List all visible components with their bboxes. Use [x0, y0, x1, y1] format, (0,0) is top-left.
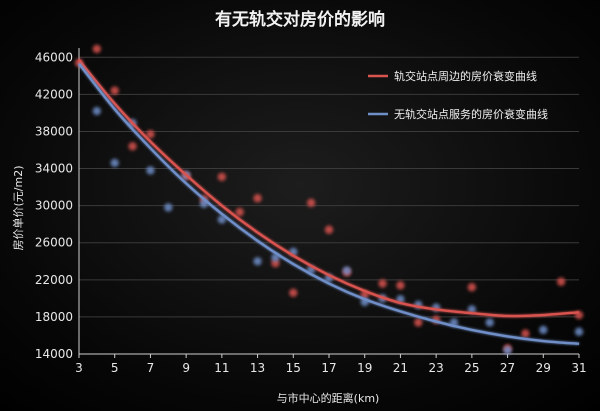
scatter-point-series-2	[342, 266, 352, 275]
scatter-point-series-2	[217, 215, 227, 224]
y-axis-label: 房价单价(元/m2)	[12, 165, 25, 250]
scatter-point-series-2	[146, 166, 155, 175]
y-tick-label: 42000	[35, 87, 73, 101]
scatter-point-series-1	[253, 194, 262, 203]
legend-label-series-2: 无轨交站点服务的房价衰变曲线	[394, 107, 548, 121]
y-tick-label: 30000	[35, 199, 73, 213]
x-tick-label: 27	[500, 361, 515, 375]
scatter-point-series-1	[235, 207, 244, 217]
legend-label-series-1: 轨交站点周边的房价衰变曲线	[394, 69, 537, 83]
x-tick-label: 3	[75, 361, 83, 375]
y-tick-label: 46000	[35, 50, 73, 64]
y-tick-label: 38000	[35, 124, 73, 138]
scatter-point-series-1	[467, 283, 477, 292]
x-axis-label: 与市中心的距离(km)	[277, 391, 380, 405]
x-tick-label: 5	[111, 361, 119, 375]
x-tick-label: 13	[250, 361, 265, 375]
scatter-point-series-1	[396, 281, 405, 290]
scatter-point-series-1	[306, 198, 316, 208]
scatter-point-series-2	[539, 325, 548, 335]
y-tick-label: 18000	[35, 310, 73, 324]
scatter-point-series-1	[217, 172, 227, 182]
x-tick-label: 23	[429, 361, 444, 375]
scatter-point-series-1	[289, 288, 298, 297]
scatter-point-series-1	[324, 225, 334, 234]
scatter-point-series-1	[128, 142, 137, 151]
x-tick-label: 25	[464, 361, 479, 375]
y-tick-label: 22000	[35, 273, 73, 287]
scatter-point-series-1	[110, 86, 119, 95]
scatter-point-series-2	[574, 327, 584, 336]
chart-title: 有无轨交对房价的影响	[215, 9, 385, 30]
x-tick-label: 21	[393, 361, 408, 375]
y-tick-label: 34000	[35, 162, 73, 176]
x-tick-label: 15	[286, 361, 301, 375]
x-tick-label: 11	[214, 361, 229, 375]
scatter-point-series-2	[503, 346, 512, 355]
scatter-point-series-2	[467, 305, 477, 314]
scatter-point-series-1	[414, 318, 423, 327]
y-tick-label: 26000	[35, 236, 73, 250]
scatter-point-series-2	[92, 106, 102, 116]
x-tick-label: 17	[321, 361, 336, 375]
scatter-point-series-1	[146, 130, 155, 139]
axes: 14000 18000 22000 26000 30000 34000 38000 42000…	[35, 48, 587, 375]
x-tick-label: 19	[357, 361, 372, 375]
scatter-point-series-2	[164, 203, 173, 212]
scatter-point-series-1	[378, 279, 387, 288]
scatter-point-series-1	[521, 329, 530, 338]
scatter-point-series-2	[253, 257, 262, 266]
x-tick-label: 7	[147, 361, 155, 375]
scatter-point-series-2	[110, 158, 119, 168]
x-tick-label: 29	[536, 361, 551, 375]
x-tick-label: 9	[182, 361, 190, 375]
trend-line-series-2	[78, 63, 580, 345]
x-tick-label: 31	[571, 361, 586, 375]
y-tick-label: 14000	[35, 347, 73, 361]
scatter-point-series-1	[556, 277, 566, 286]
trend-line-series-1	[78, 59, 580, 318]
scatter-point-series-1	[92, 44, 102, 54]
scatter-point-series-2	[485, 318, 494, 327]
trend-lines	[78, 59, 580, 345]
